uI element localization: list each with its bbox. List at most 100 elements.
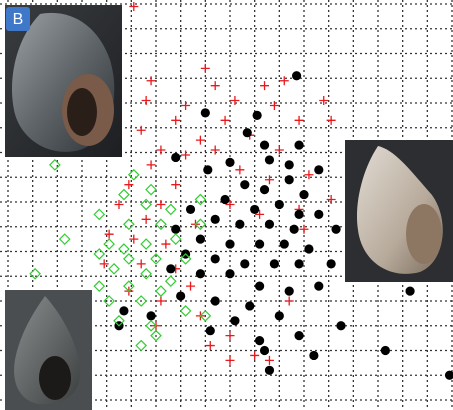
circle-point — [275, 200, 284, 209]
circle-point — [119, 306, 128, 315]
circle-point — [230, 316, 239, 325]
plus-point — [327, 195, 336, 204]
shell-aperture — [406, 204, 442, 264]
diamond-point — [166, 276, 176, 286]
diamond-point — [171, 234, 181, 244]
circle-point — [445, 371, 453, 380]
plus-point — [275, 146, 284, 155]
plus-point — [142, 215, 151, 224]
plus-point — [142, 96, 151, 105]
plus-point — [129, 2, 138, 11]
circle-point — [260, 346, 269, 355]
plus-point — [206, 341, 215, 350]
circle-point — [275, 311, 284, 320]
plus-point — [129, 235, 138, 244]
diamond-point — [109, 264, 119, 274]
circle-point — [265, 220, 274, 229]
circle-point — [314, 165, 323, 174]
diamond-point — [129, 170, 139, 180]
diamond-point — [50, 160, 60, 170]
plus-point — [226, 331, 235, 340]
circle-point — [186, 205, 195, 214]
diamond-point — [60, 234, 70, 244]
circle-point — [260, 185, 269, 194]
circle-point — [196, 269, 205, 278]
plus-point — [230, 96, 239, 105]
diamond-point — [146, 185, 156, 195]
diamond-point — [156, 286, 166, 296]
plus-point — [105, 230, 114, 239]
circle-point — [294, 140, 303, 149]
plus-point — [211, 146, 220, 155]
circle-point — [225, 158, 234, 167]
plus-point — [171, 116, 180, 125]
circle-point — [260, 140, 269, 149]
plus-point — [250, 351, 259, 360]
diamond-point — [124, 254, 134, 264]
circle-point — [270, 259, 279, 268]
plus-point — [265, 175, 274, 184]
photo-bottom-left — [5, 290, 92, 410]
plus-point — [181, 150, 190, 159]
circle-point — [285, 160, 294, 169]
circle-point — [255, 336, 264, 345]
circle-point — [299, 190, 308, 199]
circle-point — [235, 220, 244, 229]
plus-point — [270, 101, 279, 110]
circle-point — [314, 210, 323, 219]
plus-point — [171, 180, 180, 189]
diamond-point — [136, 341, 146, 351]
plus-point — [186, 282, 195, 291]
plus-point — [260, 81, 269, 90]
circle-point — [381, 346, 390, 355]
circle-point — [146, 311, 155, 320]
circle-point — [285, 287, 294, 296]
circle-point — [290, 225, 299, 234]
plus-point — [147, 76, 156, 85]
circle-point — [201, 108, 210, 117]
plus-point — [137, 259, 146, 268]
diamond-point — [141, 199, 151, 209]
plus-point — [156, 200, 165, 209]
circle-point — [250, 205, 259, 214]
circle-point — [225, 239, 234, 248]
diamond-point — [141, 239, 151, 249]
circle-point — [255, 282, 264, 291]
shell-aperture — [39, 356, 71, 400]
circle-point — [171, 225, 180, 234]
plus-point — [327, 116, 336, 125]
diamond-point — [30, 269, 40, 279]
circle-point — [294, 259, 303, 268]
circle-point — [336, 321, 345, 330]
circle-point — [255, 239, 264, 248]
circle-point — [265, 366, 274, 375]
circle-point — [243, 128, 252, 137]
circle-point — [285, 175, 294, 184]
plus-point — [295, 116, 304, 125]
plus-point — [235, 165, 244, 174]
circle-point — [304, 244, 313, 253]
plus-point — [181, 101, 190, 110]
circle-point — [211, 254, 220, 263]
diamond-point — [94, 209, 104, 219]
chart: B — [0, 0, 453, 410]
circle-point — [294, 331, 303, 340]
diamond-point — [104, 239, 114, 249]
plus-point — [280, 76, 289, 85]
circle-point — [314, 282, 323, 291]
plus-point — [100, 259, 109, 268]
circle-point — [240, 259, 249, 268]
circle-point — [240, 180, 249, 189]
plus-point — [147, 160, 156, 169]
diamond-point — [94, 249, 104, 259]
circle-point — [294, 210, 303, 219]
circle-point — [253, 111, 262, 120]
photo-right — [345, 140, 453, 282]
plus-point — [201, 64, 210, 73]
circle-point — [405, 287, 414, 296]
circle-point — [196, 235, 205, 244]
plus-point — [161, 240, 170, 249]
plus-point — [115, 200, 124, 209]
plus-point — [226, 356, 235, 365]
plus-point — [300, 225, 309, 234]
